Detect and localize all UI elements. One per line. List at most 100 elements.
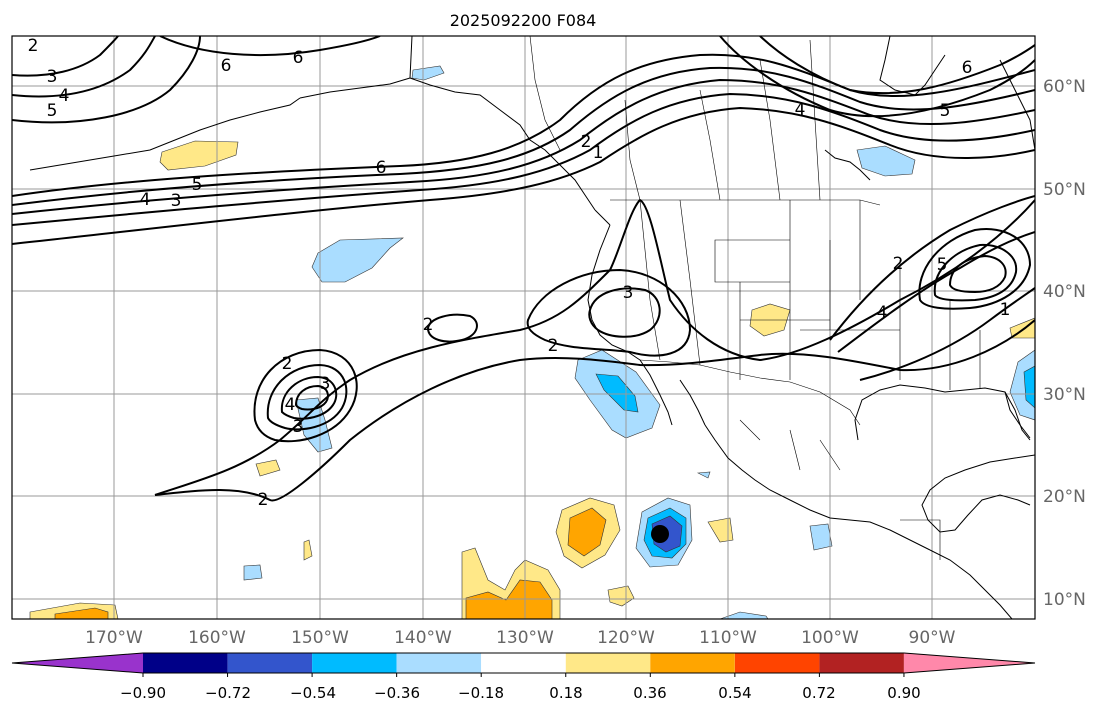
colorbar-tick-label: 0.90 bbox=[887, 684, 920, 702]
lat-label: 20°N bbox=[1043, 487, 1086, 507]
contour-low-ring1 bbox=[253, 348, 358, 443]
contour-labels: 2 3 4 5 6 6 6 5 4 3 2 1 6 5 4 2 3 4 3 2 … bbox=[28, 36, 1011, 510]
contour-jet-5 bbox=[12, 66, 1035, 206]
contour-nw-5 bbox=[12, 36, 156, 98]
contour-label: 5 bbox=[192, 175, 203, 195]
map-title: 2025092200 F084 bbox=[450, 11, 597, 30]
contour-label: 3 bbox=[623, 283, 634, 303]
lat-label: 40°N bbox=[1043, 282, 1086, 302]
shaded-regions bbox=[29, 65, 1035, 619]
shade-yellow-small4 bbox=[607, 585, 635, 607]
lat-label: 30°N bbox=[1043, 385, 1086, 405]
shade-yellow-small3 bbox=[707, 517, 734, 543]
contour-big-2 bbox=[154, 198, 1035, 496]
longitude-labels: 170°W 160°W 150°W 140°W 130°W 120°W 110°… bbox=[85, 628, 956, 648]
lon-label: 150°W bbox=[291, 628, 349, 648]
baja-coast bbox=[639, 359, 673, 426]
map-frame bbox=[11, 35, 1036, 620]
shade-yellow-small1 bbox=[255, 459, 281, 477]
contour-label: 2 bbox=[548, 336, 559, 356]
shade-yellow-east bbox=[1009, 317, 1035, 339]
shade-yellow-aleutian bbox=[159, 140, 239, 171]
lon-label: 140°W bbox=[394, 628, 452, 648]
contour-label: 5 bbox=[940, 101, 951, 121]
contour-label: 2 bbox=[581, 132, 592, 152]
contour-label: 4 bbox=[285, 395, 296, 415]
colorbar-tick-label: −0.72 bbox=[205, 684, 251, 702]
contour-east-high-ring2 bbox=[933, 243, 1018, 302]
coastlines bbox=[29, 36, 1035, 619]
colorbar-segment bbox=[481, 653, 566, 673]
contour-east-big bbox=[829, 195, 1035, 341]
contour-jet-4 bbox=[12, 78, 1035, 215]
contour-low-ring3 bbox=[280, 375, 338, 420]
colorbar-tick-label: −0.36 bbox=[374, 684, 420, 702]
aleutian-chain bbox=[29, 97, 301, 171]
shade-lightblue-pacific bbox=[311, 237, 404, 283]
gulf-north-coast bbox=[854, 384, 1031, 441]
lon-label: 100°W bbox=[801, 628, 859, 648]
us-west-coast bbox=[587, 224, 641, 361]
contour-east-high-ring bbox=[918, 228, 1032, 310]
contour-label: 6 bbox=[376, 158, 387, 178]
contour-nw-6ring bbox=[12, 36, 201, 124]
contour-label: 2 bbox=[282, 354, 293, 374]
colorbar bbox=[11, 652, 1036, 677]
shade-lightblue-low bbox=[295, 397, 333, 453]
colorbar-extend-min bbox=[12, 653, 143, 673]
colorbar-tick-label: −0.18 bbox=[458, 684, 504, 702]
colorbar-tick-label: 0.18 bbox=[549, 684, 582, 702]
contour-label: 6 bbox=[221, 56, 232, 76]
contour-cal-3 bbox=[588, 287, 661, 338]
political-borders bbox=[529, 36, 981, 560]
colorbar-segment bbox=[312, 653, 397, 673]
alaska-peninsula bbox=[299, 77, 411, 99]
colorbar-segment bbox=[227, 653, 313, 673]
shade-lightblue-gulf bbox=[411, 65, 445, 81]
contour-low-ring2 bbox=[266, 363, 348, 431]
lon-label: 170°W bbox=[85, 628, 143, 648]
lon-label: 120°W bbox=[597, 628, 655, 648]
contour-nw-4 bbox=[12, 36, 119, 77]
mexico-west-coast bbox=[704, 424, 931, 551]
shade-orange-sw bbox=[54, 607, 109, 619]
colorbar-tick-label: −0.54 bbox=[290, 684, 336, 702]
lon-label: 130°W bbox=[496, 628, 554, 648]
contour-label: 1 bbox=[593, 143, 604, 163]
gridlines bbox=[12, 36, 1035, 619]
contour-pac-small2 bbox=[426, 313, 478, 343]
colorbar-tick-label: 0.72 bbox=[802, 684, 835, 702]
contour-label: 1 bbox=[1000, 300, 1011, 320]
contour-low-ring4 bbox=[294, 384, 329, 411]
alaska-coast bbox=[409, 36, 596, 211]
shade-lightblue-small1 bbox=[243, 564, 263, 581]
colorbar-extend-max bbox=[903, 653, 1035, 673]
contour-label: 5 bbox=[937, 255, 948, 275]
colorbar-segment bbox=[565, 653, 651, 673]
contour-label: 4 bbox=[795, 100, 806, 120]
shade-lightblue-bottom bbox=[719, 611, 769, 619]
alaska-canada-border bbox=[529, 36, 561, 151]
colorbar-segment bbox=[819, 653, 904, 673]
colorbar-tick-label: 0.54 bbox=[718, 684, 751, 702]
latitude-labels: 60°N 50°N 40°N 30°N 20°N 10°N bbox=[1043, 77, 1086, 610]
shade-lightblue-lake bbox=[856, 145, 916, 177]
contour-label: 3 bbox=[47, 67, 58, 87]
great-lakes bbox=[824, 149, 871, 181]
shade-blue-florida bbox=[1023, 365, 1035, 409]
contour-label: 2 bbox=[258, 490, 269, 510]
shade-lightblue-small2 bbox=[809, 523, 833, 551]
contour-label: 3 bbox=[320, 374, 331, 394]
tc-center-dot bbox=[651, 525, 669, 543]
lat-label: 60°N bbox=[1043, 77, 1086, 97]
contour-label: 2 bbox=[28, 36, 39, 56]
lat-label: 10°N bbox=[1043, 590, 1086, 610]
canada-coast bbox=[594, 209, 611, 226]
contour-label: 2 bbox=[893, 254, 904, 274]
contour-jet-3 bbox=[12, 92, 1035, 226]
contour-label: 4 bbox=[140, 190, 151, 210]
lon-label: 160°W bbox=[188, 628, 246, 648]
map-plot-area: 2 3 4 5 6 6 6 5 4 3 2 1 6 5 4 2 3 4 3 2 … bbox=[12, 36, 1035, 619]
contour-label: 4 bbox=[877, 303, 888, 323]
